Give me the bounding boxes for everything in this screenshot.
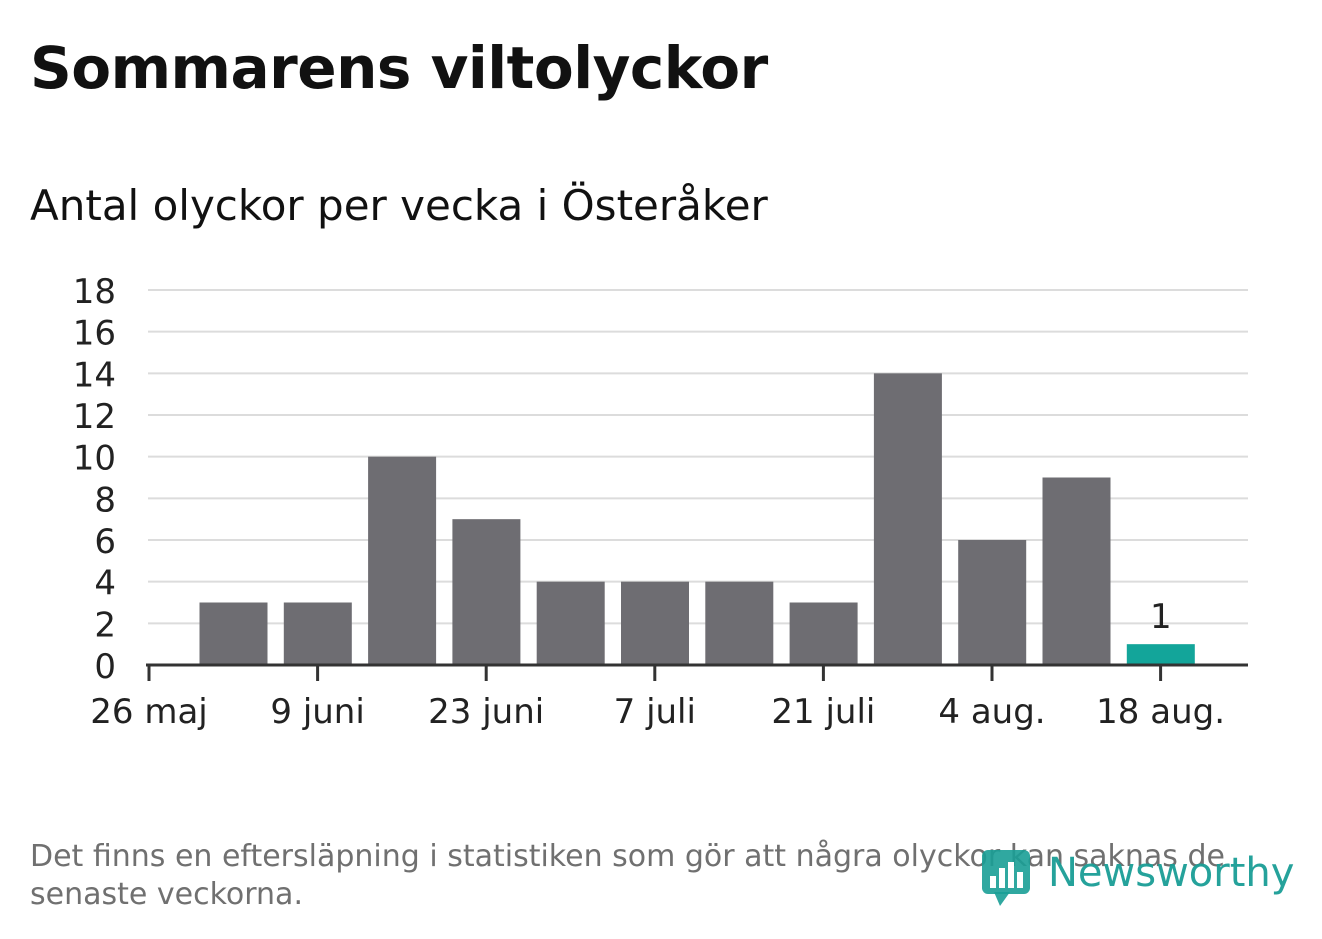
y-tick-label: 4 [94, 564, 116, 604]
bar [958, 540, 1027, 665]
bar [452, 519, 521, 665]
bar [283, 602, 352, 665]
bar [789, 602, 858, 665]
y-tick-label: 18 [73, 272, 116, 312]
bar [199, 602, 268, 665]
x-tick-label: 18 aug. [1096, 692, 1225, 732]
y-tick-label: 8 [94, 480, 116, 520]
bar [368, 456, 437, 665]
bar [621, 581, 689, 665]
bar-highlight [1126, 644, 1195, 665]
chart-subtitle: Antal olyckor per vecka i Österåker [30, 181, 768, 230]
y-tick-label: 12 [73, 397, 116, 437]
x-tick-label: 23 juni [428, 692, 544, 732]
y-tick-label: 10 [73, 439, 116, 479]
x-tick-label: 7 juli [614, 692, 696, 732]
bar [873, 373, 942, 665]
bar [536, 581, 605, 665]
x-tick-label: 4 aug. [938, 692, 1045, 732]
y-tick-label: 6 [94, 522, 116, 562]
x-tick-label: 9 juni [270, 692, 364, 732]
newsworthy-logo-icon [982, 850, 1030, 906]
bar [1042, 477, 1111, 665]
y-tick-label: 16 [73, 314, 116, 354]
newsworthy-brand: Newsworthy [1048, 850, 1295, 896]
bar [705, 581, 774, 665]
x-tick-label: 26 maj [90, 692, 207, 732]
y-tick-label: 2 [94, 605, 116, 645]
data-label: 1 [1150, 597, 1172, 637]
newsworthy-logo: Newsworthy [980, 848, 1300, 908]
y-tick-label: 14 [73, 355, 116, 395]
y-tick-label: 0 [94, 647, 116, 687]
x-tick-label: 21 juli [771, 692, 875, 732]
chart-title: Sommarens viltolyckor [30, 34, 768, 102]
